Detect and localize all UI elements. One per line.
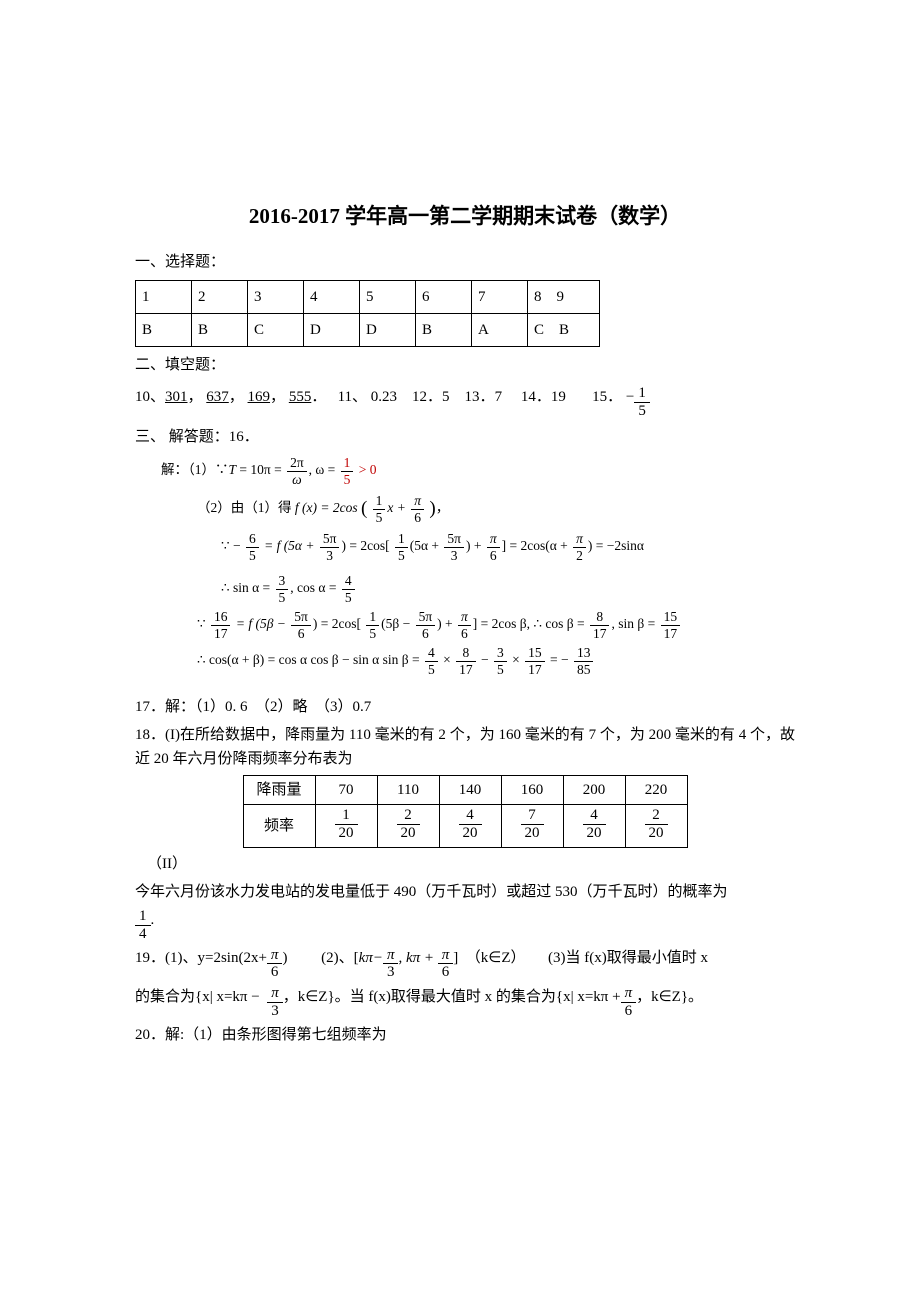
cell: 2 [192,280,248,313]
q18-part2-text: 今年六月份该水力发电站的发电量低于 490（万千瓦时）或超过 530（万千瓦时）… [135,880,795,904]
cell: B [192,313,248,346]
cell: 220 [625,805,687,848]
cell: 8 9 [528,280,600,313]
cell: 140 [439,776,501,805]
cell: 420 [563,805,625,848]
cell: B [136,313,192,346]
cell: 频率 [243,805,315,848]
fill-answers: 10、301， 637， 169， 555． 11、 0.23 12．5 13．… [135,385,795,420]
table-row: 1 2 3 4 5 6 7 8 9 [136,280,600,313]
q19-line1: 19．(1)、y=2sin(2x+π6) (2)、[kπ−π3, kπ + π6… [135,946,795,981]
frequency-table: 降雨量 70 110 140 160 200 220 频率 120 220 42… [243,775,688,848]
table-row: 降雨量 70 110 140 160 200 220 [243,776,687,805]
cell: 70 [315,776,377,805]
q18-part2-frac: 14. [135,908,795,943]
cell: C [248,313,304,346]
q20-answer: 20．解:（1）由条形图得第七组频率为 [135,1023,795,1047]
cell: 120 [315,805,377,848]
cell: 4 [304,280,360,313]
table-row: B B C D D B A C B [136,313,600,346]
cell: B [416,313,472,346]
mc-answer-table: 1 2 3 4 5 6 7 8 9 B B C D D B A C B [135,280,600,347]
cell: D [360,313,416,346]
cell: 720 [501,805,563,848]
page-title: 2016-2017 学年高一第二学期期末试卷（数学） [135,200,795,234]
cell: 5 [360,280,416,313]
cell: 7 [472,280,528,313]
q19-line2: 的集合为{x| x=kπ − π3，k∈Z}。当 f(x)取得最大值时 x 的集… [135,985,795,1020]
cell: 3 [248,280,304,313]
cell: 200 [563,776,625,805]
cell: 160 [501,776,563,805]
cell: D [304,313,360,346]
cell: A [472,313,528,346]
cell: 1 [136,280,192,313]
section-fill-head: 二、填空题： [135,353,795,377]
cell: 110 [377,776,439,805]
cell: 220 [625,776,687,805]
cell: 220 [377,805,439,848]
section-ans-head: 三、 解答题：16． [135,425,795,449]
cell: 420 [439,805,501,848]
cell: 降雨量 [243,776,315,805]
q18-part1: 18．(I)在所给数据中，降雨量为 110 毫米的有 2 个，为 160 毫米的… [135,723,795,771]
q18-part2-label: （II） [147,852,795,876]
table-row: 频率 120 220 420 720 420 220 [243,805,687,848]
q17-answer: 17．解：（1）0. 6 （2）略 （3）0.7 [135,695,795,719]
q16-solution: 解：（1）∵T = 10π = 2πω, ω = 15 > 0 （2）由（1）得… [161,455,795,677]
cell: 6 [416,280,472,313]
cell: C B [528,313,600,346]
section-mc-head: 一、选择题： [135,250,795,274]
